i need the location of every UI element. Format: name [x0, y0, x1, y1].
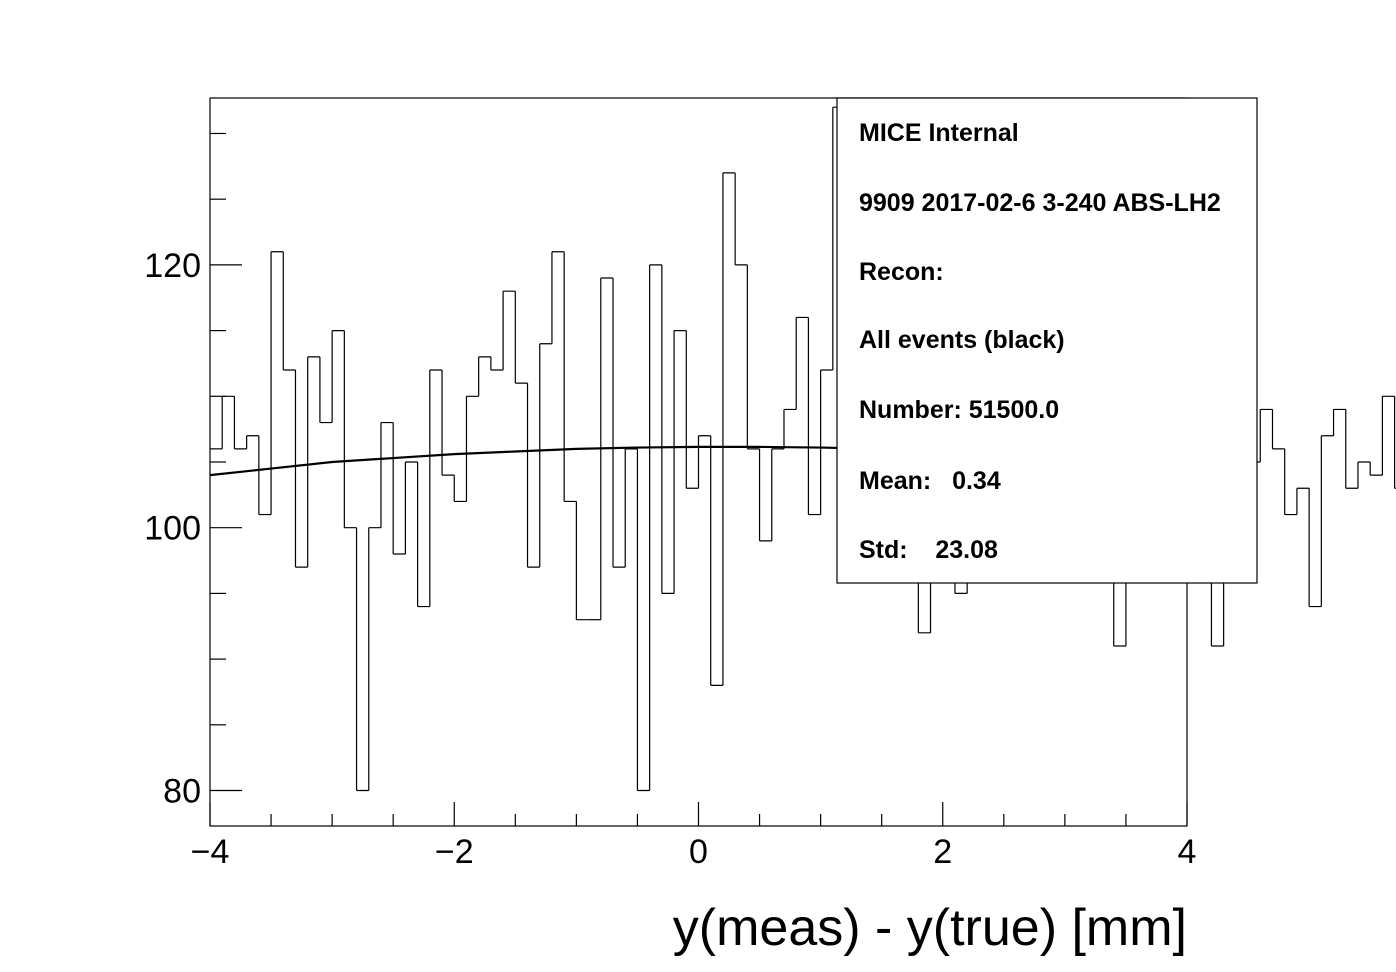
x-tick-label: −4 — [191, 833, 230, 871]
histogram-bar — [551, 251, 565, 344]
histogram-bar — [734, 172, 748, 266]
histogram-bar — [1320, 435, 1334, 607]
histogram-bar — [685, 330, 699, 489]
histogram-bar — [1332, 408, 1346, 436]
histogram-bar — [514, 291, 528, 384]
histogram-bar — [563, 251, 577, 503]
histogram-bar — [1369, 462, 1383, 476]
y-tick-label: 120 — [144, 247, 201, 285]
histogram-bar — [575, 501, 589, 621]
histogram-bar — [1259, 408, 1273, 462]
stats-line-mean: Mean: 0.34 — [859, 467, 1001, 495]
histogram-bar — [478, 356, 491, 397]
histogram-bar — [636, 448, 650, 792]
stats-line-label: MICE Internal — [859, 119, 1019, 147]
histogram-bar — [1296, 487, 1310, 515]
histogram-bar — [270, 251, 284, 515]
stats-line-run: 9909 2017-02-6 3-240 ABS-LH2 — [859, 189, 1221, 217]
histogram-bar — [1394, 396, 1396, 489]
histogram-bar — [1381, 395, 1395, 476]
histogram-bar — [1271, 409, 1285, 450]
histogram-bar — [246, 435, 259, 449]
histogram-bar — [795, 316, 809, 410]
histogram-bar — [331, 329, 345, 423]
histogram-bar — [441, 370, 455, 476]
histogram-bar — [282, 251, 296, 371]
stats-box: MICE Internal 9909 2017-02-6 3-240 ABS-L… — [836, 97, 1258, 584]
histogram-bar — [612, 278, 626, 568]
stats-line-number: Number: 51500.0 — [859, 396, 1059, 424]
histogram-bar — [710, 435, 723, 686]
axis-ticks — [209, 132, 1188, 826]
histogram-bar — [429, 369, 443, 607]
histogram-bar — [355, 527, 369, 792]
histogram-bar — [820, 369, 833, 515]
histogram-bar — [453, 475, 467, 503]
histogram-bar — [368, 527, 381, 791]
histogram-bar — [380, 421, 394, 528]
histogram-bar — [258, 435, 272, 516]
histogram-bar — [1308, 488, 1322, 608]
histogram-bar — [392, 422, 406, 555]
histogram-bar — [649, 264, 662, 791]
histogram-bar — [343, 330, 357, 529]
histogram-bar — [319, 356, 333, 424]
fit-curve-layer — [209, 445, 943, 477]
histogram-bar — [526, 383, 540, 568]
histogram-bar — [294, 370, 308, 568]
stats-line-recon: Recon: — [859, 258, 944, 286]
histogram-bar — [233, 396, 247, 450]
histogram-bar — [221, 395, 235, 449]
y-tick-label: 80 — [163, 773, 201, 811]
stats-line-std: Std: 23.08 — [859, 536, 998, 564]
histogram-bar — [490, 356, 504, 371]
histogram-bar — [697, 435, 711, 489]
histogram-bar — [465, 395, 479, 502]
histogram-bar — [539, 343, 552, 568]
histogram-bar — [807, 317, 821, 516]
histogram-bar — [1284, 448, 1297, 516]
tick-labels: −4 −2 0 2 4 80 100 120 — [144, 247, 1196, 871]
histogram-bar — [1345, 409, 1358, 489]
histogram-bar — [673, 329, 687, 594]
histogram-bar — [771, 448, 784, 541]
y-tick-label: 100 — [144, 510, 201, 548]
histogram-bar — [404, 461, 418, 554]
histogram-bar — [746, 264, 760, 450]
histogram-bar — [758, 448, 772, 542]
x-tick-label: 0 — [689, 833, 708, 871]
x-axis-title: y(meas) - y(true) [mm] — [673, 899, 1187, 957]
stats-box-frame — [836, 97, 1258, 584]
histogram-bar — [307, 356, 320, 568]
x-tick-label: 4 — [1178, 833, 1197, 871]
histogram-bar — [661, 264, 675, 595]
x-tick-label: 2 — [933, 833, 952, 871]
histogram-bar — [502, 290, 516, 371]
stats-line-series: All events (black) — [859, 326, 1065, 354]
histogram-bar — [722, 172, 736, 686]
x-tick-label: −2 — [435, 833, 474, 871]
fit-curve — [209, 445, 943, 477]
histogram-bar — [783, 408, 797, 449]
histogram-bar — [417, 462, 430, 608]
histogram-bar — [1357, 461, 1371, 489]
